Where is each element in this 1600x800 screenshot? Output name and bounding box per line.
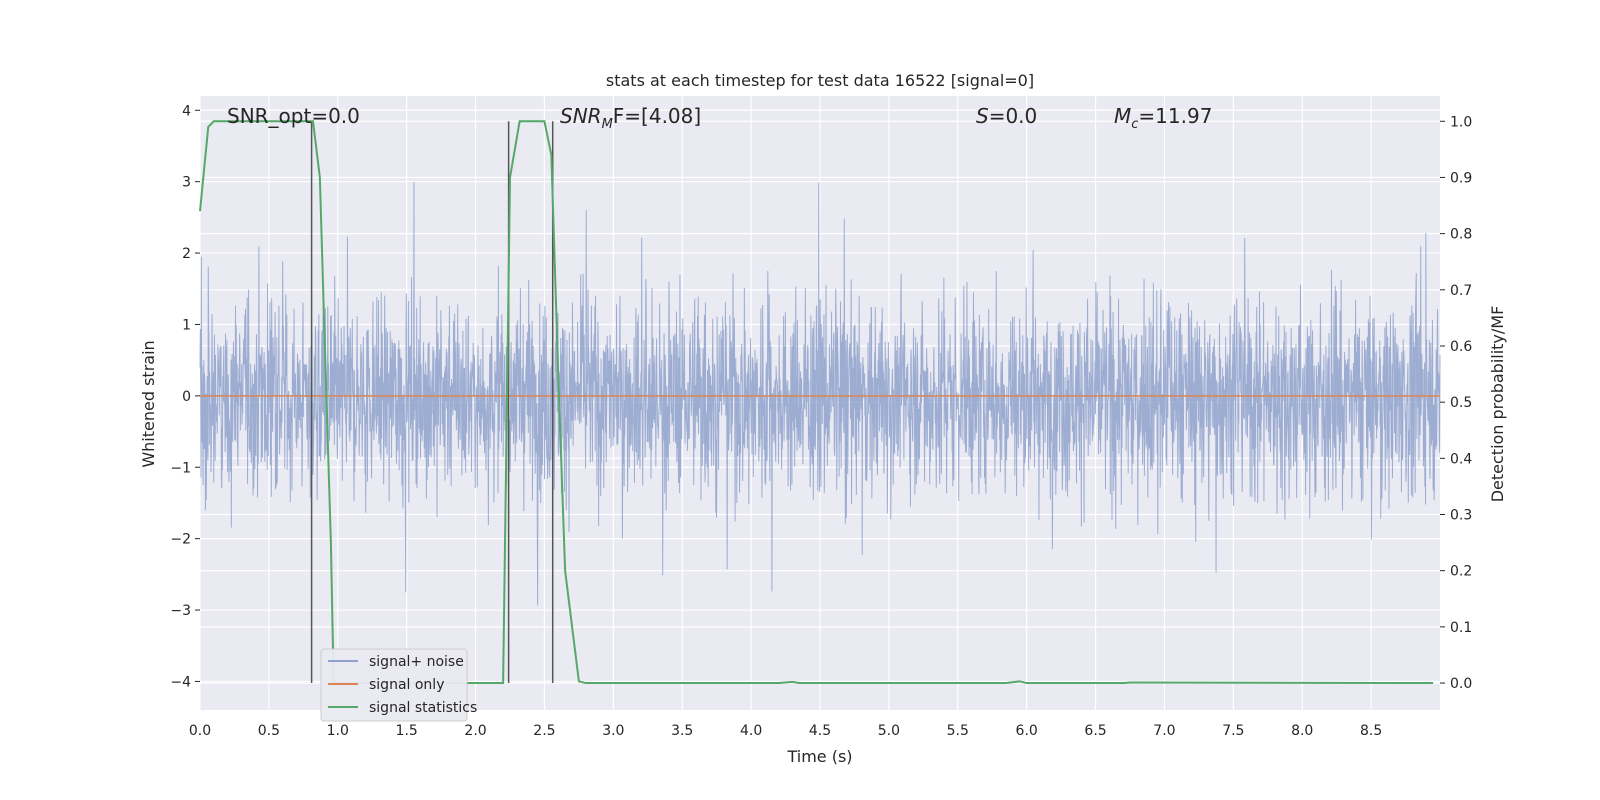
y-tick-label: 2 [182, 246, 191, 262]
x-tick-label: 6.0 [1016, 723, 1038, 739]
annotation-snr-mf-main: SNR [560, 104, 602, 128]
annotation-mc-main: M [1114, 104, 1131, 128]
y2-tick-label: 0.9 [1450, 170, 1472, 186]
x-tick-label: 5.0 [878, 723, 900, 739]
x-tick-label: 5.5 [947, 723, 969, 739]
y-tick-label: 0 [182, 389, 191, 405]
annotation-mc: Mc=11.97 [1114, 104, 1212, 132]
y2-tick-label: 0.8 [1450, 227, 1472, 243]
x-tick-label: 8.5 [1360, 723, 1382, 739]
y2-tick-label: 0.7 [1450, 283, 1472, 299]
legend-box [320, 648, 468, 722]
x-tick-label: 3.0 [602, 723, 624, 739]
chart-title: stats at each timestep for test data 165… [606, 71, 1034, 90]
y-tick-label: −4 [170, 674, 191, 690]
y-tick-label: −1 [170, 460, 191, 476]
y2-axis-label: Detection probability/MF [1488, 306, 1507, 503]
y-axis-label: Whitened strain [139, 340, 158, 467]
y2-tick-label: 0.5 [1450, 395, 1472, 411]
y2-tick-label: 0.4 [1450, 451, 1472, 467]
y-tick-label: −3 [170, 603, 191, 619]
legend-label-signal-statistics: signal statistics [369, 700, 477, 716]
x-tick-label: 4.0 [740, 723, 762, 739]
annotation-mc-sub: c [1131, 117, 1138, 132]
annotation-snr-mf: SNRMF=[4.08] [560, 104, 701, 132]
x-tick-label: 0.5 [258, 723, 280, 739]
annotation-snr-opt: SNR_opt=0.0 [227, 104, 360, 128]
y-tick-label: −2 [170, 532, 191, 548]
y2-tick-labels: 1.0 0.9 0.8 0.7 0.6 0.5 0.4 0.3 0.2 0.1 0.0 [1440, 114, 1472, 692]
series-signal-noise [199, 181, 1441, 606]
x-tick-label: 1.0 [327, 723, 349, 739]
x-tick-label: 3.5 [671, 723, 693, 739]
y2-tick-label: 0.1 [1450, 620, 1472, 636]
annotation-s-main: S [976, 104, 989, 128]
legend: signal+ noise signal only signal statist… [320, 648, 477, 722]
x-tick-label: 2.0 [464, 723, 486, 739]
x-tick-labels: 0.0 0.5 1.0 1.5 2.0 2.5 3.0 3.5 4.0 4.5 5.0 5.5 6.0 6… [189, 723, 1382, 739]
y-tick-label: 3 [182, 175, 191, 191]
y2-tick-label: 0.2 [1450, 564, 1472, 580]
legend-label-signal-only: signal only [369, 677, 444, 693]
x-tick-label: 7.5 [1222, 723, 1244, 739]
x-tick-label: 7.0 [1153, 723, 1175, 739]
annotation-mc-rest: =11.97 [1138, 104, 1212, 128]
x-tick-label: 0.0 [189, 723, 211, 739]
y2-tick-label: 1.0 [1450, 114, 1472, 130]
x-axis-label: Time (s) [786, 747, 852, 766]
signal-noise-trace [199, 181, 1441, 606]
series-signal-statistics [199, 120, 1434, 685]
x-tick-label: 8.0 [1291, 723, 1313, 739]
annotation-snr-mf-sub: M [602, 117, 613, 132]
y2-tick-label: 0.3 [1450, 508, 1472, 524]
y-tick-label: 1 [182, 317, 191, 333]
y-tick-label: 4 [182, 103, 191, 119]
y2-tick-label: 0.6 [1450, 339, 1472, 355]
y-tick-labels: 4 3 2 1 0 −1 −2 −3 −4 [170, 103, 200, 690]
x-tick-label: 1.5 [396, 723, 418, 739]
x-tick-label: 4.5 [809, 723, 831, 739]
annotation-s-rest: =0.0 [989, 104, 1038, 128]
signal-statistics-line [199, 120, 1434, 685]
x-tick-label: 6.5 [1084, 723, 1106, 739]
legend-label-signal-noise: signal+ noise [369, 654, 464, 670]
x-tick-label: 2.5 [533, 723, 555, 739]
annotation-s: S=0.0 [976, 104, 1037, 128]
annotation-snr-mf-rest: F=[4.08] [613, 104, 701, 128]
y2-tick-label: 0.0 [1450, 676, 1472, 692]
